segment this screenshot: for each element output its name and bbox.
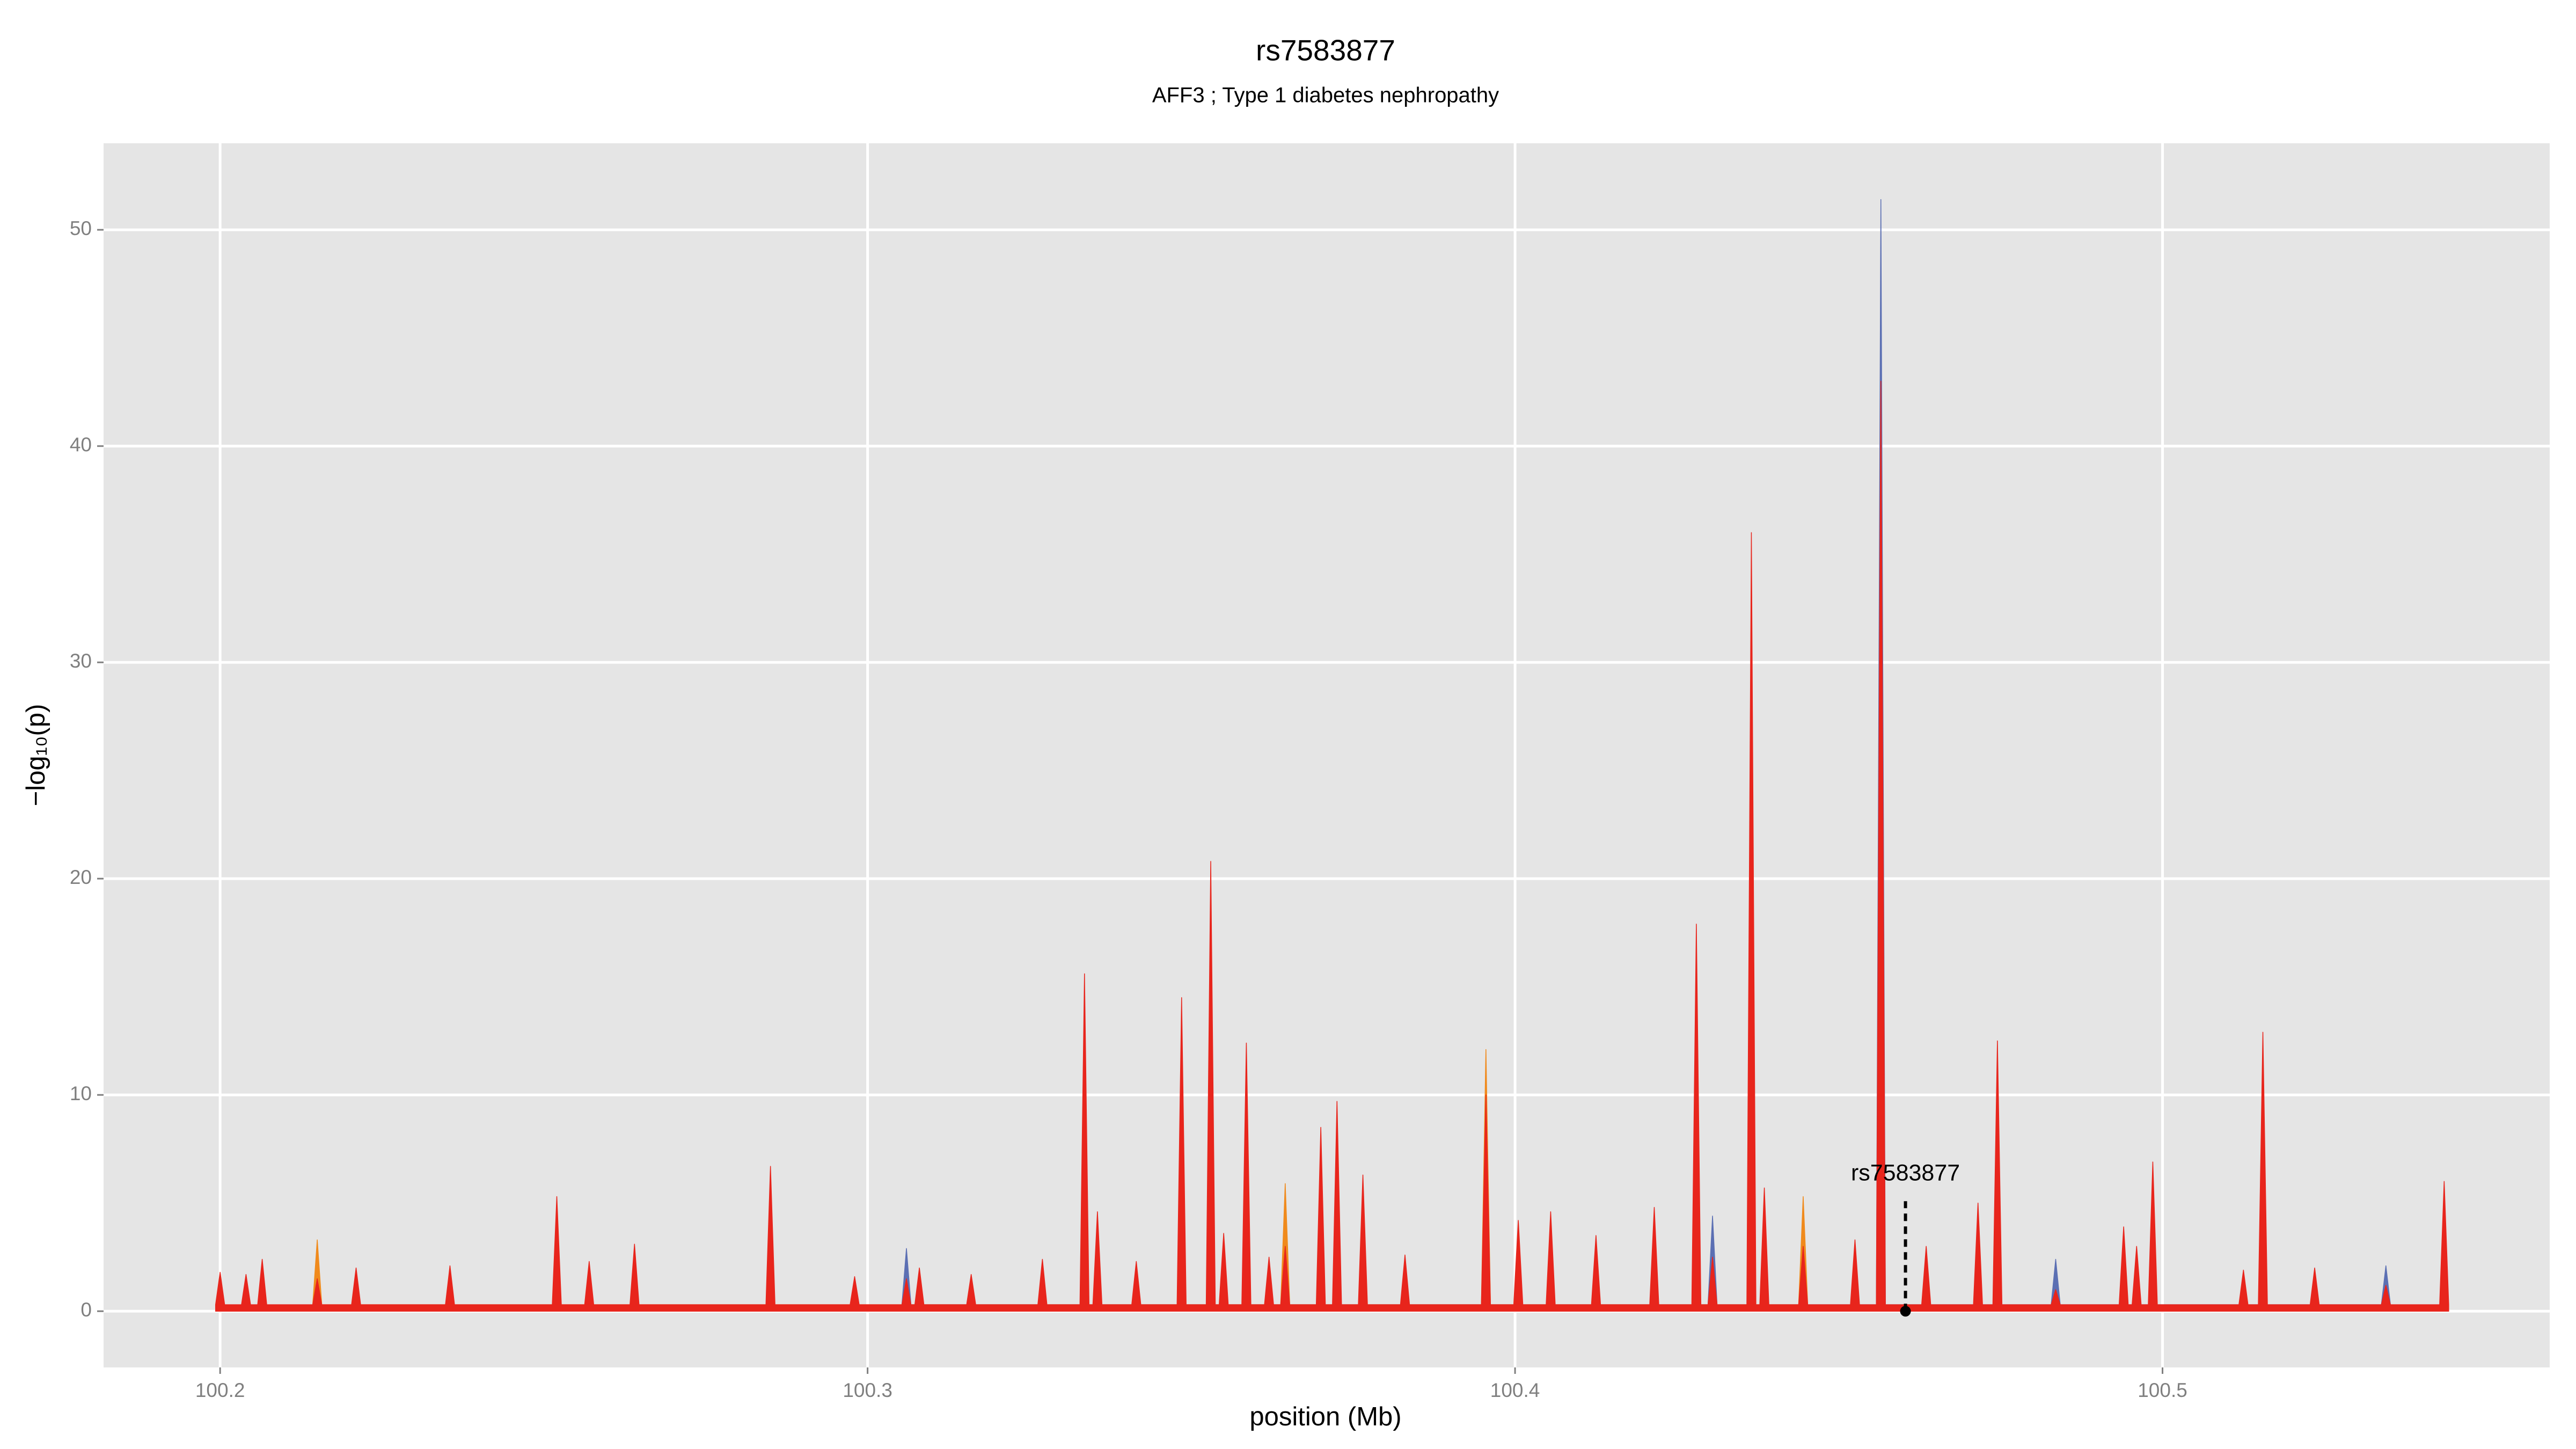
y-tick-label: 10 xyxy=(70,1082,92,1104)
annotation-point xyxy=(1900,1306,1911,1317)
x-tick-label: 100.2 xyxy=(195,1379,245,1401)
y-axis-label: −log₁₀(p) xyxy=(21,704,50,807)
panel-background xyxy=(104,143,2550,1367)
y-tick-label: 20 xyxy=(70,866,92,888)
x-tick-label: 100.5 xyxy=(2138,1379,2187,1401)
x-tick-label: 100.4 xyxy=(1490,1379,1540,1401)
chart-title: rs7583877 xyxy=(1256,34,1395,67)
plot-area xyxy=(215,199,2449,1312)
y-tick-label: 0 xyxy=(80,1299,92,1321)
area xyxy=(901,199,2391,1312)
y-tick-label: 50 xyxy=(70,217,92,239)
x-axis-label: position (Mb) xyxy=(1249,1402,1401,1431)
x-tick-label: 100.3 xyxy=(843,1379,892,1401)
y-tick-label: 40 xyxy=(70,434,92,456)
chart-subtitle: AFF3 ; Type 1 diabetes nephropathy xyxy=(1152,84,1499,107)
area xyxy=(215,380,2449,1312)
y-tick-label: 30 xyxy=(70,650,92,672)
annotation-label: rs7583877 xyxy=(1851,1160,1960,1186)
